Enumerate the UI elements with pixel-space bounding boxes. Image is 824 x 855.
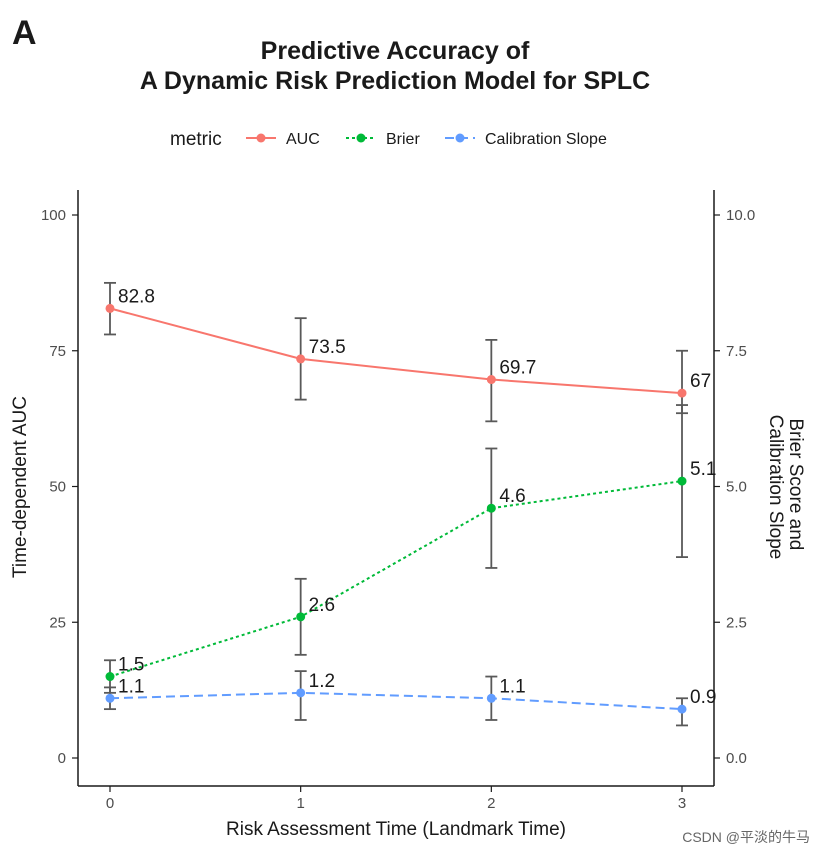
chart-title-line-1: Predictive Accuracy of [260, 37, 530, 65]
x-tick-label: 1 [296, 795, 304, 812]
auc-series-line [109, 307, 683, 395]
legend-label-calibration-slope: Calibration Slope [485, 131, 607, 148]
y-axis-label-right-line-1: Brier Score and [785, 418, 806, 550]
y-left-tick-label: 75 [49, 343, 66, 360]
watermark: CSDN @平淡的牛马 [682, 829, 810, 845]
calibration-slope-data-label: 1.1 [118, 676, 144, 697]
auc-point [105, 303, 115, 313]
legend-label-auc: AUC [286, 131, 320, 148]
brier-series-line [109, 480, 683, 678]
y-left-tick-label: 100 [41, 207, 66, 224]
calibration-slope-data-label: 1.2 [309, 671, 335, 692]
chart-title-line-2: A Dynamic Risk Prediction Model for SPLC [139, 67, 651, 95]
brier-point [105, 672, 115, 682]
legend-title: metric [170, 129, 222, 150]
y-axis-label-left: Time-dependent AUC [10, 396, 31, 578]
y-left-tick-label: 0 [58, 750, 66, 767]
legend-label-brier: Brier [386, 131, 420, 148]
calibration-slope-point [296, 688, 306, 698]
y-right-tick-label: 10.0 [726, 207, 755, 224]
brier-data-label: 4.6 [499, 486, 525, 507]
y-axis-label-right-line-2: Calibration Slope [765, 415, 786, 560]
auc-point [486, 375, 496, 385]
y-left-tick-label: 25 [49, 614, 66, 631]
auc-data-label: 67 [690, 371, 711, 392]
y-right-tick-label: 0.0 [726, 750, 747, 767]
brier-point [677, 476, 687, 486]
x-tick-label: 3 [678, 795, 686, 812]
y-right-tick-label: 2.5 [726, 614, 747, 631]
y-right-tick-label: 5.0 [726, 479, 747, 496]
legend: metric AUC Brier Calibration Slope [170, 129, 607, 150]
legend-key-point-calibration-slope [455, 133, 465, 143]
calibration-slope-data-label: 1.1 [499, 676, 525, 697]
brier-data-label: 2.6 [309, 595, 335, 616]
legend-key-point-auc [256, 133, 266, 143]
calibration-slope-point [486, 693, 496, 703]
y-left-tick-label: 50 [49, 479, 66, 496]
x-tick-label: 0 [106, 795, 114, 812]
auc-data-label: 73.5 [309, 337, 346, 358]
calibration-slope-point [677, 704, 687, 714]
panel-label: A [12, 14, 37, 52]
brier-data-label: 5.1 [690, 459, 716, 480]
auc-point [296, 354, 306, 364]
plot-axes [77, 190, 715, 787]
x-tick-label: 2 [487, 795, 495, 812]
calibration-slope-point [105, 693, 115, 703]
chart-title: Predictive Accuracy of A Dynamic Risk Pr… [0, 36, 790, 96]
x-axis-label: Risk Assessment Time (Landmark Time) [226, 819, 566, 840]
calibration-slope-series-line [109, 691, 683, 711]
y-axis-label-right: Brier Score and Calibration Slope [765, 415, 806, 560]
auc-data-label: 82.8 [118, 286, 155, 307]
auc-point [677, 388, 687, 398]
brier-point [296, 612, 306, 622]
legend-key-point-brier [356, 133, 366, 143]
brier-point [486, 503, 496, 513]
auc-data-label: 69.7 [499, 358, 536, 379]
y-right-tick-label: 7.5 [726, 343, 747, 360]
brier-data-label: 1.5 [118, 655, 144, 676]
calibration-slope-data-label: 0.9 [690, 687, 716, 708]
